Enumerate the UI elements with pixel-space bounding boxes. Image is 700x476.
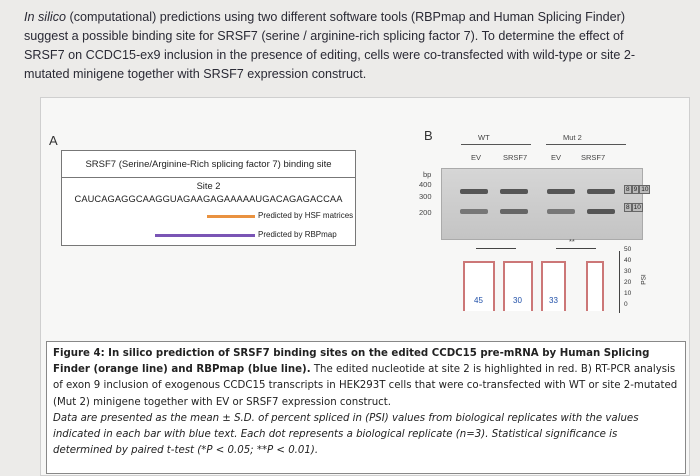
bp-label: bp	[423, 170, 432, 179]
exon: 10	[639, 185, 651, 194]
legend-entry: Predicted by RBPmap	[258, 230, 337, 239]
caption: Figure 4: In silico prediction of SRSF7 …	[46, 341, 686, 474]
binding-site-header: SRSF7 (Serine/Arginine-Rich splicing fac…	[61, 150, 356, 178]
bar: 33	[541, 261, 566, 311]
bar-label: 33	[549, 296, 558, 305]
sig-line	[556, 248, 596, 249]
panel-label: A	[49, 133, 58, 148]
gel-band	[500, 209, 528, 214]
gel-band	[587, 189, 615, 194]
marker: 200	[419, 208, 432, 217]
gel-image	[441, 168, 643, 240]
lane-label: EV	[471, 153, 482, 162]
exon: 8	[624, 185, 632, 194]
rbpmap-line	[155, 234, 255, 237]
bar-label: 30	[513, 296, 522, 305]
legend-entry: Predicted by HSF matrices	[258, 211, 354, 220]
exon-full: 8 9 10	[624, 185, 651, 194]
significance: **	[569, 237, 575, 246]
lane-label: EV	[551, 153, 562, 162]
gel-band	[460, 209, 488, 214]
gel-band	[547, 209, 575, 214]
caption-stats: Data are presented as the mean ± S.D. of…	[53, 412, 639, 457]
bar: 30	[503, 261, 533, 311]
gel-band	[460, 189, 488, 194]
binding-site-body: Site 2 CAUCAGAGGCAAGGUAGAAGAGAAAAAUGACAG…	[61, 178, 356, 246]
marker: 300	[419, 192, 432, 201]
caption-title: Figure 4: In silico prediction of SRSF7 …	[53, 348, 650, 376]
gel-band	[500, 189, 528, 194]
bar: 45	[463, 261, 495, 311]
axis-tick: 0	[624, 301, 628, 308]
group-label: WT	[478, 133, 490, 142]
axis-tick: 10	[624, 290, 632, 297]
exon: 9	[631, 185, 640, 194]
gel-band	[547, 189, 575, 194]
intro-lead: In silico	[24, 10, 66, 24]
hsf-line	[207, 215, 255, 218]
axis-title: PSI	[640, 274, 648, 285]
group-line	[461, 144, 531, 145]
axis-line	[619, 251, 620, 313]
figure: A SRSF7 (Serine/Arginine-Rich splicing f…	[40, 97, 690, 476]
sig-line	[476, 248, 516, 249]
group-label: Mut 2	[563, 133, 582, 142]
intro-paragraph: In silico (computational) predictions us…	[24, 8, 664, 84]
axis-tick: 50	[624, 246, 632, 253]
site-label: Site 2	[196, 181, 221, 191]
marker: 400	[419, 180, 432, 189]
intro-text: (computational) predictions using two di…	[24, 10, 636, 81]
lane-label: SRSF7	[503, 153, 528, 162]
axis-tick: 40	[624, 257, 632, 264]
bar-label: 45	[474, 296, 483, 305]
lane-label: SRSF7	[581, 153, 606, 162]
panel-label: B	[424, 128, 433, 143]
caption-body: The edited nucleotide at site 2 is highl…	[53, 364, 678, 408]
gel-band	[587, 209, 615, 214]
group-line	[546, 144, 626, 145]
bar	[586, 261, 604, 311]
exon: 10	[631, 203, 643, 212]
sequence: CAUCAGAGGCAAGGUAGAAGAGAAAAAUGACAGAGACCAA	[74, 194, 343, 204]
exon-skip: 8 10	[624, 203, 643, 212]
exon: 8	[624, 203, 632, 212]
axis-tick: 20	[624, 279, 632, 286]
axis-tick: 30	[624, 268, 632, 275]
